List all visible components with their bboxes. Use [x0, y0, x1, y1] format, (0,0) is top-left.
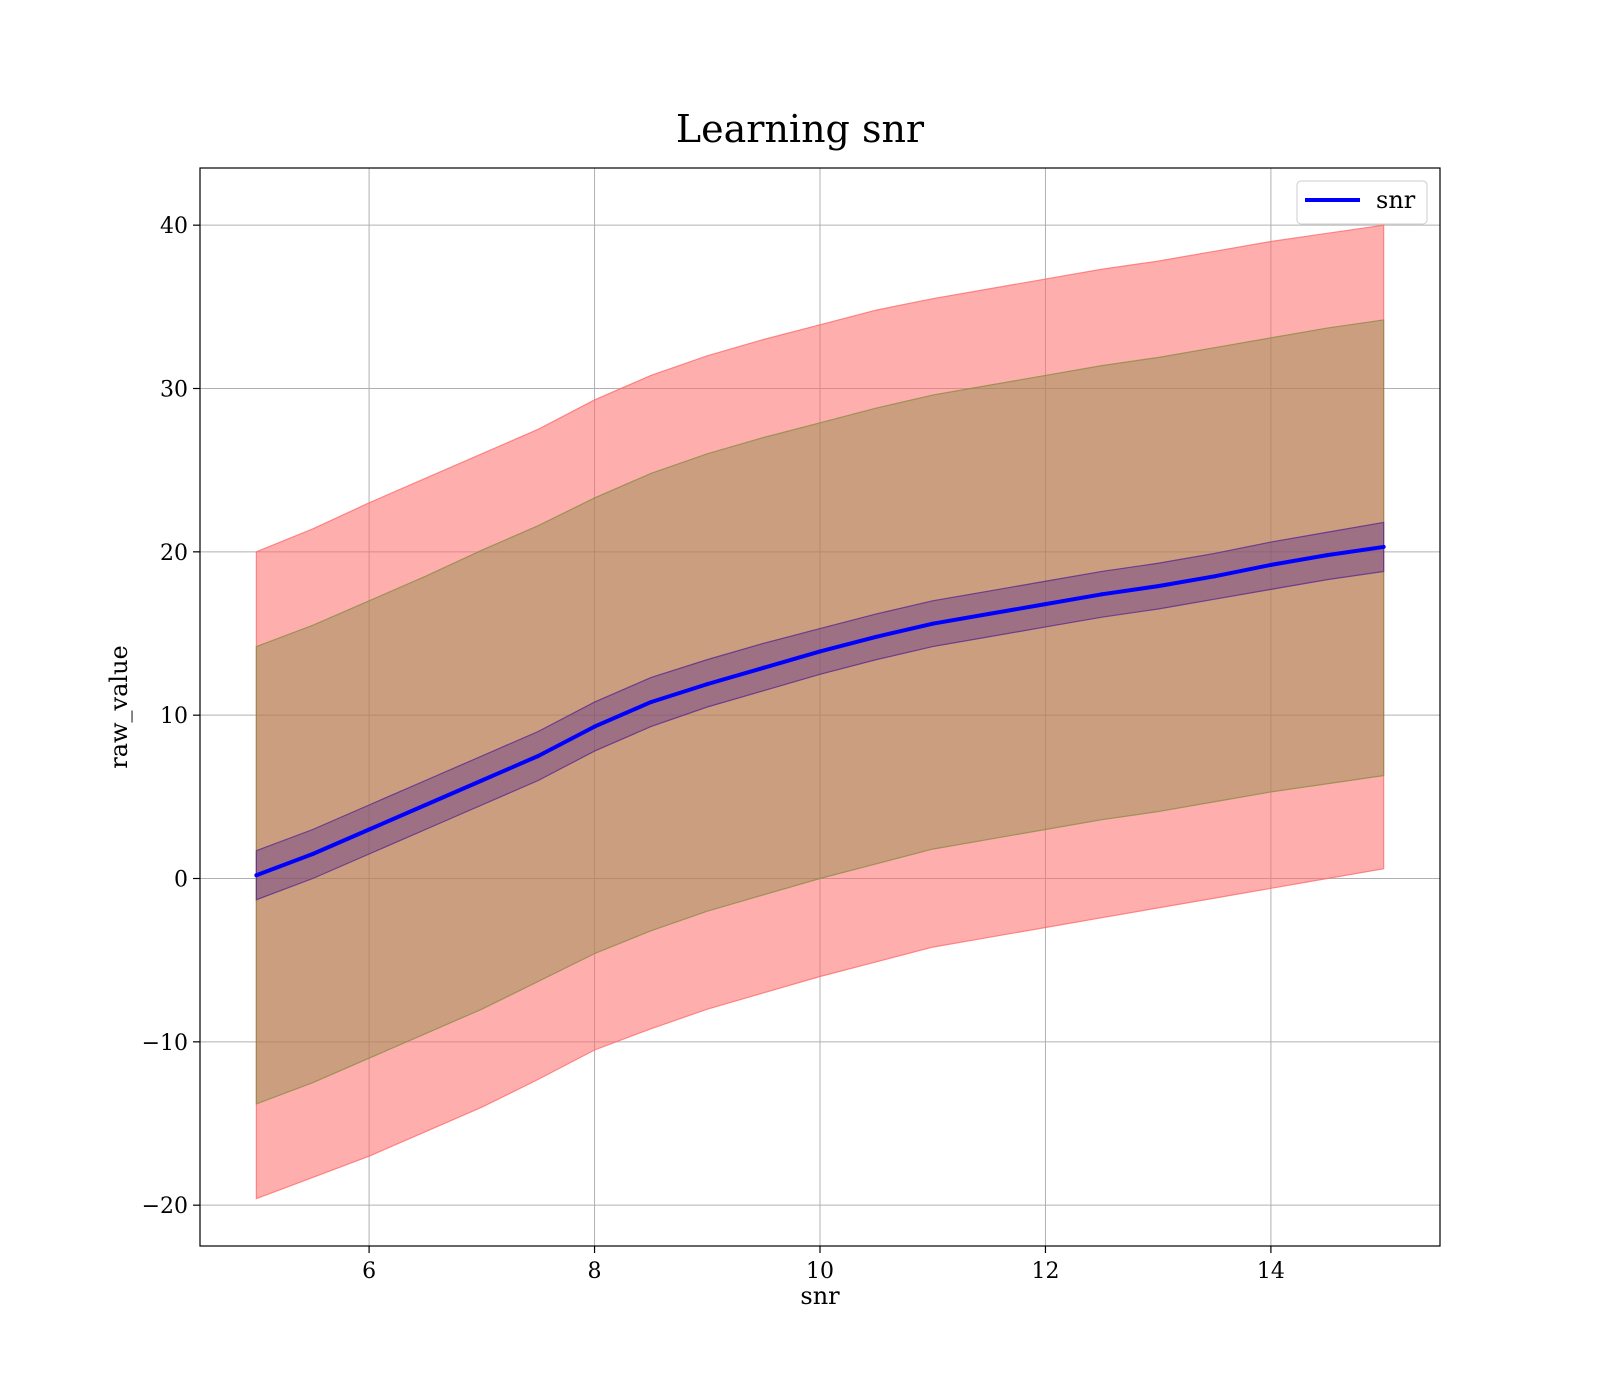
data-point-8: [705, 682, 710, 687]
band-0: [255, 224, 1385, 1200]
chart-title: Learning snr: [676, 107, 925, 151]
data-point-1: [310, 852, 315, 856]
data-point-16: [1156, 584, 1161, 589]
data-point-14: [1043, 602, 1048, 607]
x-tick-label-0: 6: [362, 1259, 376, 1284]
data-point-2: [367, 827, 372, 832]
y-tick-label-0: −20: [142, 1194, 188, 1219]
x-tick-label-3: 12: [1031, 1259, 1059, 1284]
legend-box: [1296, 180, 1428, 225]
confidence-bands: [255, 224, 1385, 1200]
data-point-17: [1212, 574, 1217, 579]
x-tick-label-4: 14: [1257, 1259, 1285, 1284]
data-point-9: [761, 665, 766, 670]
y-axis-ticks: −20 −10 0 10 20 30 40: [142, 214, 200, 1219]
y-tick-label-1: −10: [142, 1031, 188, 1056]
y-tick-label-6: 40: [160, 214, 188, 239]
x-tick-label-1: 8: [588, 1259, 602, 1284]
legend: snr: [1296, 180, 1428, 225]
band-1: [255, 319, 1385, 1105]
data-point-19: [1325, 553, 1330, 558]
data-point-12: [930, 621, 935, 626]
y-tick-label-5: 30: [160, 378, 188, 403]
data-point-7: [648, 700, 653, 705]
x-axis-ticks: 6 8 10 12 14: [362, 1246, 1285, 1284]
y-tick-label-3: 10: [160, 704, 188, 729]
series-lines: [254, 544, 1386, 878]
band-2: [255, 521, 1385, 901]
x-axis-label: snr: [800, 1282, 840, 1310]
data-point-20: [1381, 544, 1386, 549]
x-tick-label-2: 10: [806, 1259, 834, 1284]
data-point-15: [1099, 592, 1104, 597]
data-point-0: [254, 873, 259, 878]
data-point-4: [479, 778, 484, 783]
data-point-13: [987, 611, 992, 616]
y-tick-label-4: 20: [160, 541, 188, 566]
data-point-3: [423, 803, 428, 807]
y-tick-label-2: 0: [174, 868, 188, 893]
y-axis-label: raw_value: [105, 645, 133, 769]
data-point-18: [1268, 562, 1273, 567]
data-point-5: [536, 754, 541, 758]
legend-label-snr: snr: [1376, 186, 1416, 214]
data-point-11: [874, 634, 879, 639]
data-point-10: [818, 649, 822, 654]
data-point-6: [592, 724, 597, 729]
